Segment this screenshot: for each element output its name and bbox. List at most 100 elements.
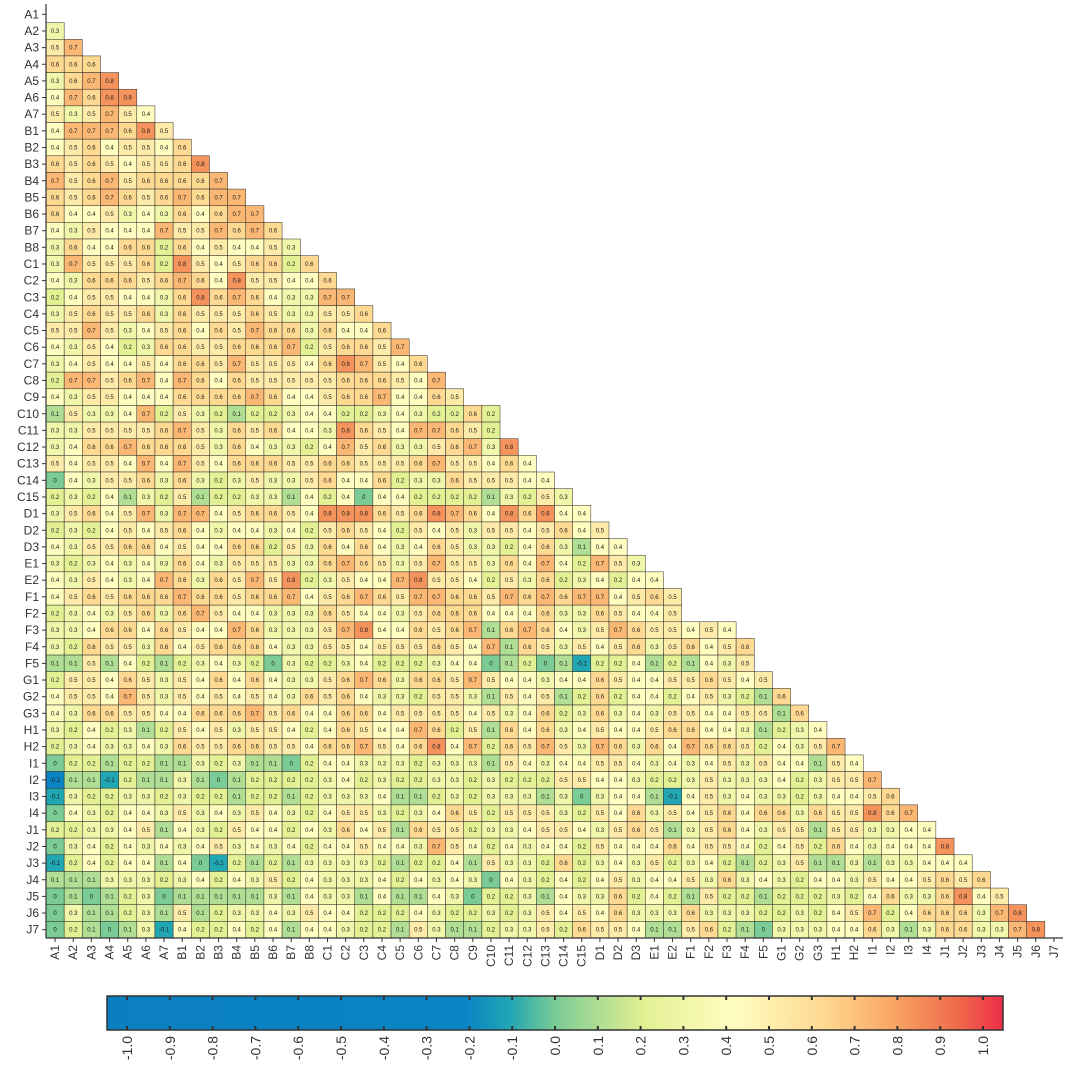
row-label: B6 (24, 207, 39, 221)
cell-value-label: 0.6 (124, 545, 133, 551)
cell-value-label: 0.6 (178, 295, 187, 301)
cell-value-label: 0.5 (378, 745, 387, 751)
cell-value-label: 0.4 (832, 911, 841, 917)
cell-value-label: 0.5 (287, 545, 296, 551)
cell-value-label: 0.5 (142, 362, 151, 368)
cell-value-label: 0.6 (523, 595, 532, 601)
cell-value-label: 0.3 (287, 245, 296, 251)
cell-value-label: 0.6 (378, 595, 387, 601)
cell-value-label: 0.4 (523, 711, 532, 717)
cell-value-label: 0.6 (233, 545, 242, 551)
cell-value-label: 0.1 (233, 795, 242, 801)
cell-value-label: 0.6 (269, 462, 278, 468)
cell-value-label: 0.2 (305, 578, 314, 584)
cell-value-label: 0.3 (378, 778, 387, 784)
cell-value-label: 0.2 (396, 661, 405, 667)
column-label: C6 (411, 945, 425, 961)
row-label: C10 (17, 407, 39, 421)
cell-value-label: 0.8 (142, 129, 151, 135)
cell-value-label: 0.2 (69, 728, 78, 734)
cell-value-label: 0.5 (269, 562, 278, 568)
column-label: J3 (974, 945, 988, 958)
cell-value-label: 0.5 (450, 462, 459, 468)
cell-value-label: 0.6 (614, 745, 623, 751)
cell-value-label: 0.6 (323, 745, 332, 751)
cell-value-label: 0.3 (69, 495, 78, 501)
cell-value-label: 0.6 (414, 745, 423, 751)
cell-value-label: 0.7 (105, 129, 114, 135)
column-label: F4 (738, 945, 752, 959)
cell-value-label: 0.2 (614, 695, 623, 701)
cell-value-label: 0.3 (904, 861, 913, 867)
cell-value-label: 0.4 (178, 928, 187, 934)
cell-value-label: 0.4 (632, 661, 641, 667)
cell-value-label: 0.4 (305, 362, 314, 368)
cell-value-label: 0.5 (196, 428, 205, 434)
cell-value-label: 0.4 (396, 428, 405, 434)
cell-value-label: 0.3 (160, 811, 169, 817)
cell-value-label: 0.7 (287, 345, 296, 351)
cell-value-label: 0.4 (378, 628, 387, 634)
cell-value-label: 0.2 (396, 878, 405, 884)
cell-value-label: 0.2 (396, 911, 405, 917)
cell-value-label: 0.4 (668, 761, 677, 767)
cell-value-label: 0.5 (378, 428, 387, 434)
cell-value-label: 0.2 (505, 894, 514, 900)
cell-value-label: 0.4 (142, 578, 151, 584)
cell-value-label: 0.3 (196, 828, 205, 834)
row-label: J5 (26, 889, 39, 903)
cell-value-label: 0.1 (142, 778, 151, 784)
cell-value-label: 0.7 (178, 428, 187, 434)
cell-value-label: 0.6 (69, 62, 78, 68)
row-label: E2 (24, 573, 39, 587)
cell-value-label: 0.5 (142, 145, 151, 151)
cell-value-label: 0.4 (142, 229, 151, 235)
column-label: B2 (193, 945, 207, 960)
cell-value-label: 0.1 (287, 928, 296, 934)
cell-value-label: 0.4 (396, 412, 405, 418)
cell-value-label: 0.2 (160, 878, 169, 884)
cell-value-label: 0.3 (596, 861, 605, 867)
cell-value-label: 0.3 (414, 478, 423, 484)
cell-value-label: 0.1 (541, 894, 550, 900)
cell-value-label: 0.6 (251, 645, 260, 651)
cell-value-label: 0.3 (105, 412, 114, 418)
cell-value-label: 0.4 (832, 795, 841, 801)
cell-value-label: 0.2 (578, 695, 587, 701)
cell-value-label: 0.4 (850, 844, 859, 850)
cell-value-label: 0.6 (959, 911, 968, 917)
cell-value-label: 0.3 (650, 811, 659, 817)
cell-value-label: 0 (289, 761, 293, 767)
cell-value-label: 0.4 (850, 928, 859, 934)
cell-value-label: 0.5 (142, 428, 151, 434)
cell-value-label: 0.4 (51, 279, 60, 285)
cell-value-label: 0.2 (487, 412, 496, 418)
cell-value-label: 0.1 (505, 645, 514, 651)
cell-value-label: 0.3 (505, 828, 514, 834)
cell-value-label: 0.2 (559, 928, 568, 934)
cell-value-label: 0.4 (886, 878, 895, 884)
cell-value-label: 0.4 (142, 295, 151, 301)
cell-value-label: 0.4 (214, 628, 223, 634)
colorbar-tick-label: -0.7 (247, 1036, 263, 1060)
cell-value-label: 0.4 (160, 844, 169, 850)
cell-value-label: 0.5 (596, 844, 605, 850)
cell-value-label: 0.2 (178, 661, 187, 667)
cell-value-label: 0.1 (759, 695, 768, 701)
cell-value-label: 0.3 (124, 795, 133, 801)
cell-value-label: 0.5 (432, 828, 441, 834)
cell-value-label: 0.6 (341, 462, 350, 468)
column-label: C5 (393, 945, 407, 961)
cell-value-label: 0.7 (69, 378, 78, 384)
cell-value-label: 0.4 (323, 844, 332, 850)
cell-value-label: 0.3 (305, 628, 314, 634)
cell-value-label: 0.4 (487, 611, 496, 617)
cell-value-label: 0.4 (341, 495, 350, 501)
column-label: E2 (666, 945, 680, 960)
cell-value-label: 0.2 (251, 795, 260, 801)
cell-value-label: 0.6 (251, 262, 260, 268)
cell-value-label: 0.6 (650, 745, 659, 751)
cell-value-label: 0.4 (287, 844, 296, 850)
cell-value-label: 0.3 (432, 661, 441, 667)
cell-value-label: -0.2 (50, 778, 61, 784)
